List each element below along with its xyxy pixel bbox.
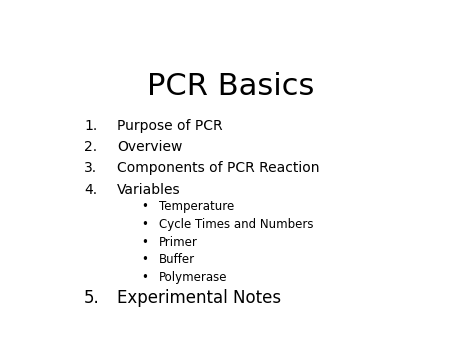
Text: 5.: 5.: [84, 289, 100, 307]
Text: 2.: 2.: [84, 140, 97, 154]
Text: Overview: Overview: [117, 140, 183, 154]
Text: Polymerase: Polymerase: [159, 271, 228, 284]
Text: •: •: [142, 254, 148, 266]
Text: 4.: 4.: [84, 183, 97, 197]
Text: Experimental Notes: Experimental Notes: [117, 289, 281, 307]
Text: •: •: [142, 271, 148, 284]
Text: Cycle Times and Numbers: Cycle Times and Numbers: [159, 218, 314, 231]
Text: •: •: [142, 236, 148, 249]
Text: PCR Basics: PCR Basics: [147, 72, 314, 101]
Text: Variables: Variables: [117, 183, 181, 197]
Text: Primer: Primer: [159, 236, 198, 249]
Text: 1.: 1.: [84, 119, 97, 132]
Text: Components of PCR Reaction: Components of PCR Reaction: [117, 161, 320, 175]
Text: Temperature: Temperature: [159, 200, 234, 213]
Text: Purpose of PCR: Purpose of PCR: [117, 119, 223, 132]
Text: •: •: [142, 218, 148, 231]
Text: Buffer: Buffer: [159, 254, 195, 266]
Text: 3.: 3.: [84, 161, 97, 175]
Text: •: •: [142, 200, 148, 213]
